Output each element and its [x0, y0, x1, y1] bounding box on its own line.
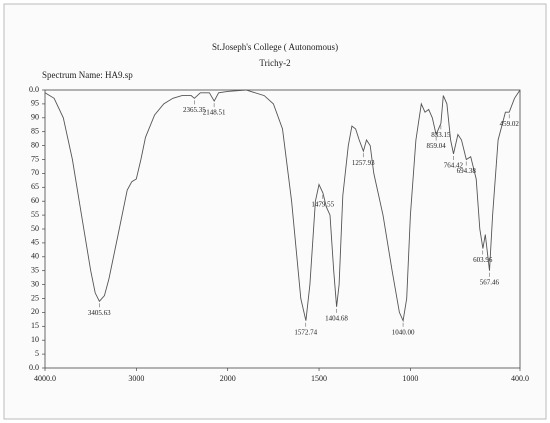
x-tick-label: 4000.0	[34, 374, 56, 383]
y-tick-label: 15	[31, 321, 39, 330]
y-tick-label: 90	[31, 113, 39, 122]
peak-label: 459.02	[500, 120, 520, 128]
peak-label: 603.96	[473, 256, 493, 264]
y-tick-label: 10	[31, 335, 39, 344]
x-tick-label: 400.0	[511, 374, 529, 383]
chart-subtitle: Trichy-2	[259, 58, 290, 68]
y-tick-label: 20	[31, 307, 39, 316]
peak-label: 3405.63	[88, 309, 111, 317]
y-tick-label: 65	[31, 182, 39, 191]
y-tick-label: 5	[35, 349, 39, 358]
peak-label: 1257.93	[352, 159, 375, 167]
peak-label: 694.38	[457, 167, 477, 175]
y-tick-label: 85	[31, 127, 39, 136]
paper	[3, 3, 547, 420]
y-tick-label: 40	[31, 252, 39, 261]
y-tick-label: 80	[31, 140, 39, 149]
y-tick-label: 35	[31, 266, 39, 275]
y-tick-label: 75	[31, 154, 39, 163]
y-tick-label: 95	[31, 99, 39, 108]
peak-label: 2365.35	[183, 106, 206, 114]
x-tick-label: 1000	[402, 374, 418, 383]
y-tick-label: 25	[31, 293, 39, 302]
y-tick-label: 30	[31, 279, 39, 288]
y-tick-label: 70	[31, 168, 39, 177]
chart-title: St.Joseph's College ( Autonomous)	[212, 42, 338, 52]
spectrum-name: Spectrum Name: HA9.sp	[42, 70, 133, 80]
peak-label: 567.46	[480, 278, 500, 286]
peak-label: 1040.00	[392, 328, 415, 336]
y-tick-label: 55	[31, 210, 39, 219]
x-tick-label: 1500	[311, 374, 327, 383]
y-tick-label: 0.0	[29, 85, 39, 94]
peak-label: 1572.74	[294, 328, 317, 336]
y-tick-label: 50	[31, 224, 39, 233]
peak-label: 1479.55	[311, 200, 334, 208]
peak-label: 833.15	[431, 131, 451, 139]
y-tick-label: 60	[31, 196, 39, 205]
x-tick-label: 3000	[128, 374, 144, 383]
peak-label: 764.42	[444, 162, 464, 170]
spectrum-line	[44, 89, 521, 323]
peak-label: 2148.51	[203, 109, 226, 117]
y-tick-label: 0.0	[29, 363, 39, 372]
y-tick-label: 45	[31, 238, 39, 247]
x-tick-label: 2000	[220, 374, 236, 383]
peak-label: 859.04	[427, 142, 447, 150]
peak-label: 1404.68	[325, 314, 348, 322]
